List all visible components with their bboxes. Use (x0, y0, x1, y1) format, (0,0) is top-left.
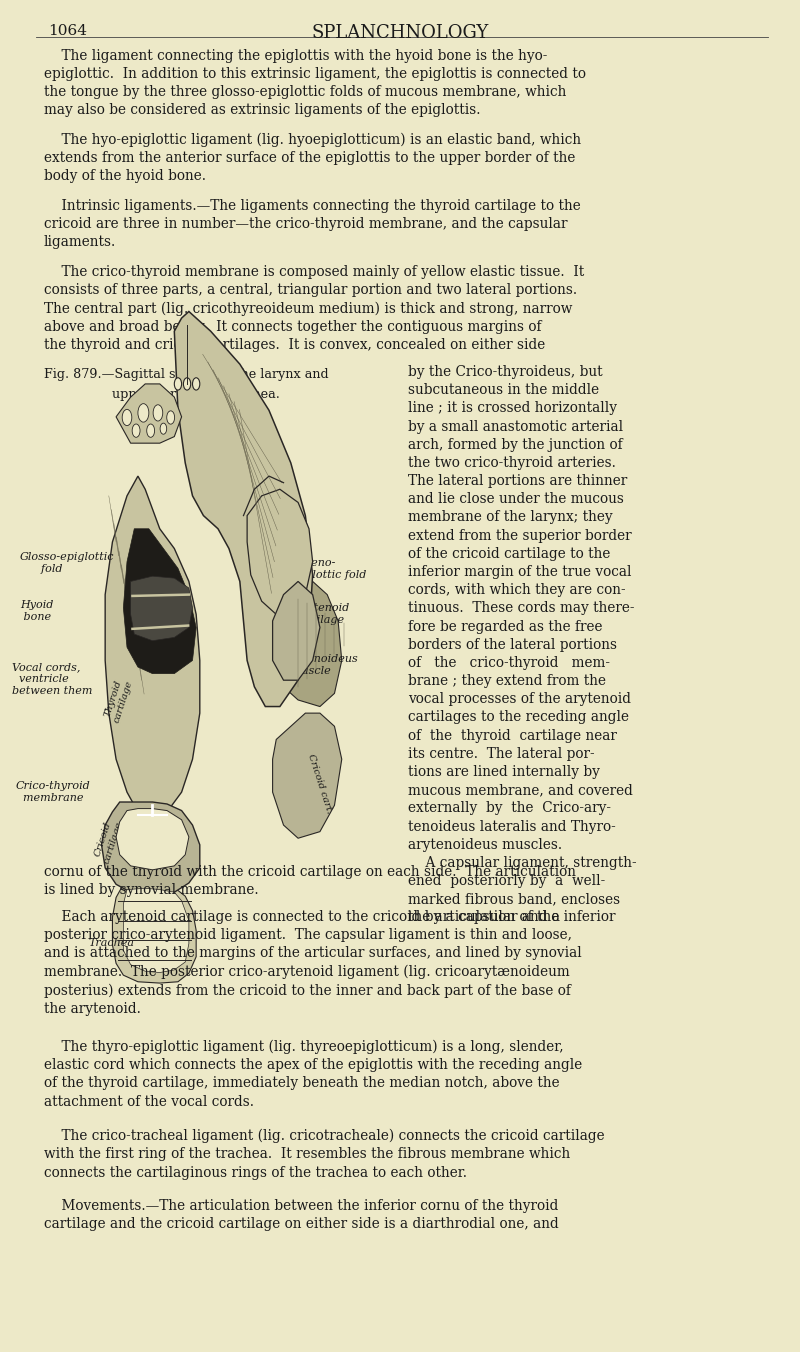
Polygon shape (105, 476, 200, 818)
Text: The hyo-epiglottic ligament (lig. hyoepiglotticum) is an elastic band, which
ext: The hyo-epiglottic ligament (lig. hyoepi… (44, 132, 581, 184)
Text: upper part of the trachea.: upper part of the trachea. (112, 388, 280, 402)
Text: Cricoid cart.: Cricoid cart. (306, 753, 334, 815)
Text: Cricoid
cartilage: Cricoid cartilage (92, 817, 124, 865)
Polygon shape (123, 888, 189, 972)
Polygon shape (123, 529, 196, 673)
Text: Intrinsic ligaments.—The ligaments connecting the thyroid cartilage to the
crico: Intrinsic ligaments.—The ligaments conne… (44, 199, 581, 249)
Circle shape (183, 377, 190, 391)
Text: Thyroid
cartilage: Thyroid cartilage (102, 676, 134, 725)
Text: Epiglottis: Epiglottis (205, 469, 230, 518)
Polygon shape (130, 576, 193, 641)
Circle shape (153, 404, 162, 420)
Text: The crico-thyroid membrane is composed mainly of yellow elastic tissue.  It
cons: The crico-thyroid membrane is composed m… (44, 265, 584, 353)
Circle shape (160, 423, 166, 434)
Text: SPLANCHNOLOGY: SPLANCHNOLOGY (311, 24, 489, 42)
Circle shape (193, 377, 200, 391)
Text: Vocal cords,
  ventricle
between them: Vocal cords, ventricle between them (12, 662, 92, 696)
Text: Arytenoid
cartilage: Arytenoid cartilage (294, 603, 350, 625)
Circle shape (166, 411, 174, 425)
Text: Each arytenoid cartilage is connected to the cricoid by a capsular and a
posteri: Each arytenoid cartilage is connected to… (44, 910, 582, 1015)
Polygon shape (113, 883, 196, 983)
Polygon shape (273, 713, 342, 838)
Text: The thyro-epiglottic ligament (lig. thyreoepiglotticum) is a long, slender,
elas: The thyro-epiglottic ligament (lig. thyr… (44, 1040, 582, 1109)
Polygon shape (102, 802, 200, 896)
Circle shape (174, 377, 182, 391)
Polygon shape (116, 384, 182, 443)
Polygon shape (273, 581, 320, 680)
Text: Trachea: Trachea (88, 938, 134, 948)
Circle shape (146, 425, 154, 437)
Text: Aryteno-
epiglottic fold: Aryteno- epiglottic fold (288, 558, 366, 580)
Polygon shape (174, 311, 313, 707)
Text: Movements.—The articulation between the inferior cornu of the thyroid
cartilage : Movements.—The articulation between the … (44, 1199, 558, 1232)
Circle shape (122, 410, 132, 426)
Text: 1064: 1064 (48, 24, 87, 38)
Text: Glosso-epiglottic
      fold: Glosso-epiglottic fold (20, 552, 114, 573)
Circle shape (138, 404, 149, 422)
Text: Crico-thyroid
  membrane: Crico-thyroid membrane (16, 781, 90, 803)
Text: The crico-tracheal ligament (lig. cricotracheale) connects the cricoid cartilage: The crico-tracheal ligament (lig. cricot… (44, 1129, 605, 1180)
Polygon shape (116, 808, 189, 869)
Text: Fig. 879.—Sagittal section of the larynx and: Fig. 879.—Sagittal section of the larynx… (44, 368, 329, 381)
Text: Hyoid
 bone: Hyoid bone (20, 600, 54, 622)
Polygon shape (276, 581, 342, 707)
Text: by the Crico-thyroideus, but
subcutaneous in the middle
line ; it is crossed hor: by the Crico-thyroideus, but subcutaneou… (408, 365, 637, 925)
Text: The ligament connecting the epiglottis with the hyoid bone is the hyo-
epiglotti: The ligament connecting the epiglottis w… (44, 49, 586, 118)
Text: Arytenoideus
  muscle: Arytenoideus muscle (284, 654, 358, 676)
Text: cornu of the thyroid with the cricoid cartilage on each side.  The articulation
: cornu of the thyroid with the cricoid ca… (44, 865, 576, 898)
Polygon shape (247, 489, 313, 614)
Circle shape (132, 425, 140, 437)
